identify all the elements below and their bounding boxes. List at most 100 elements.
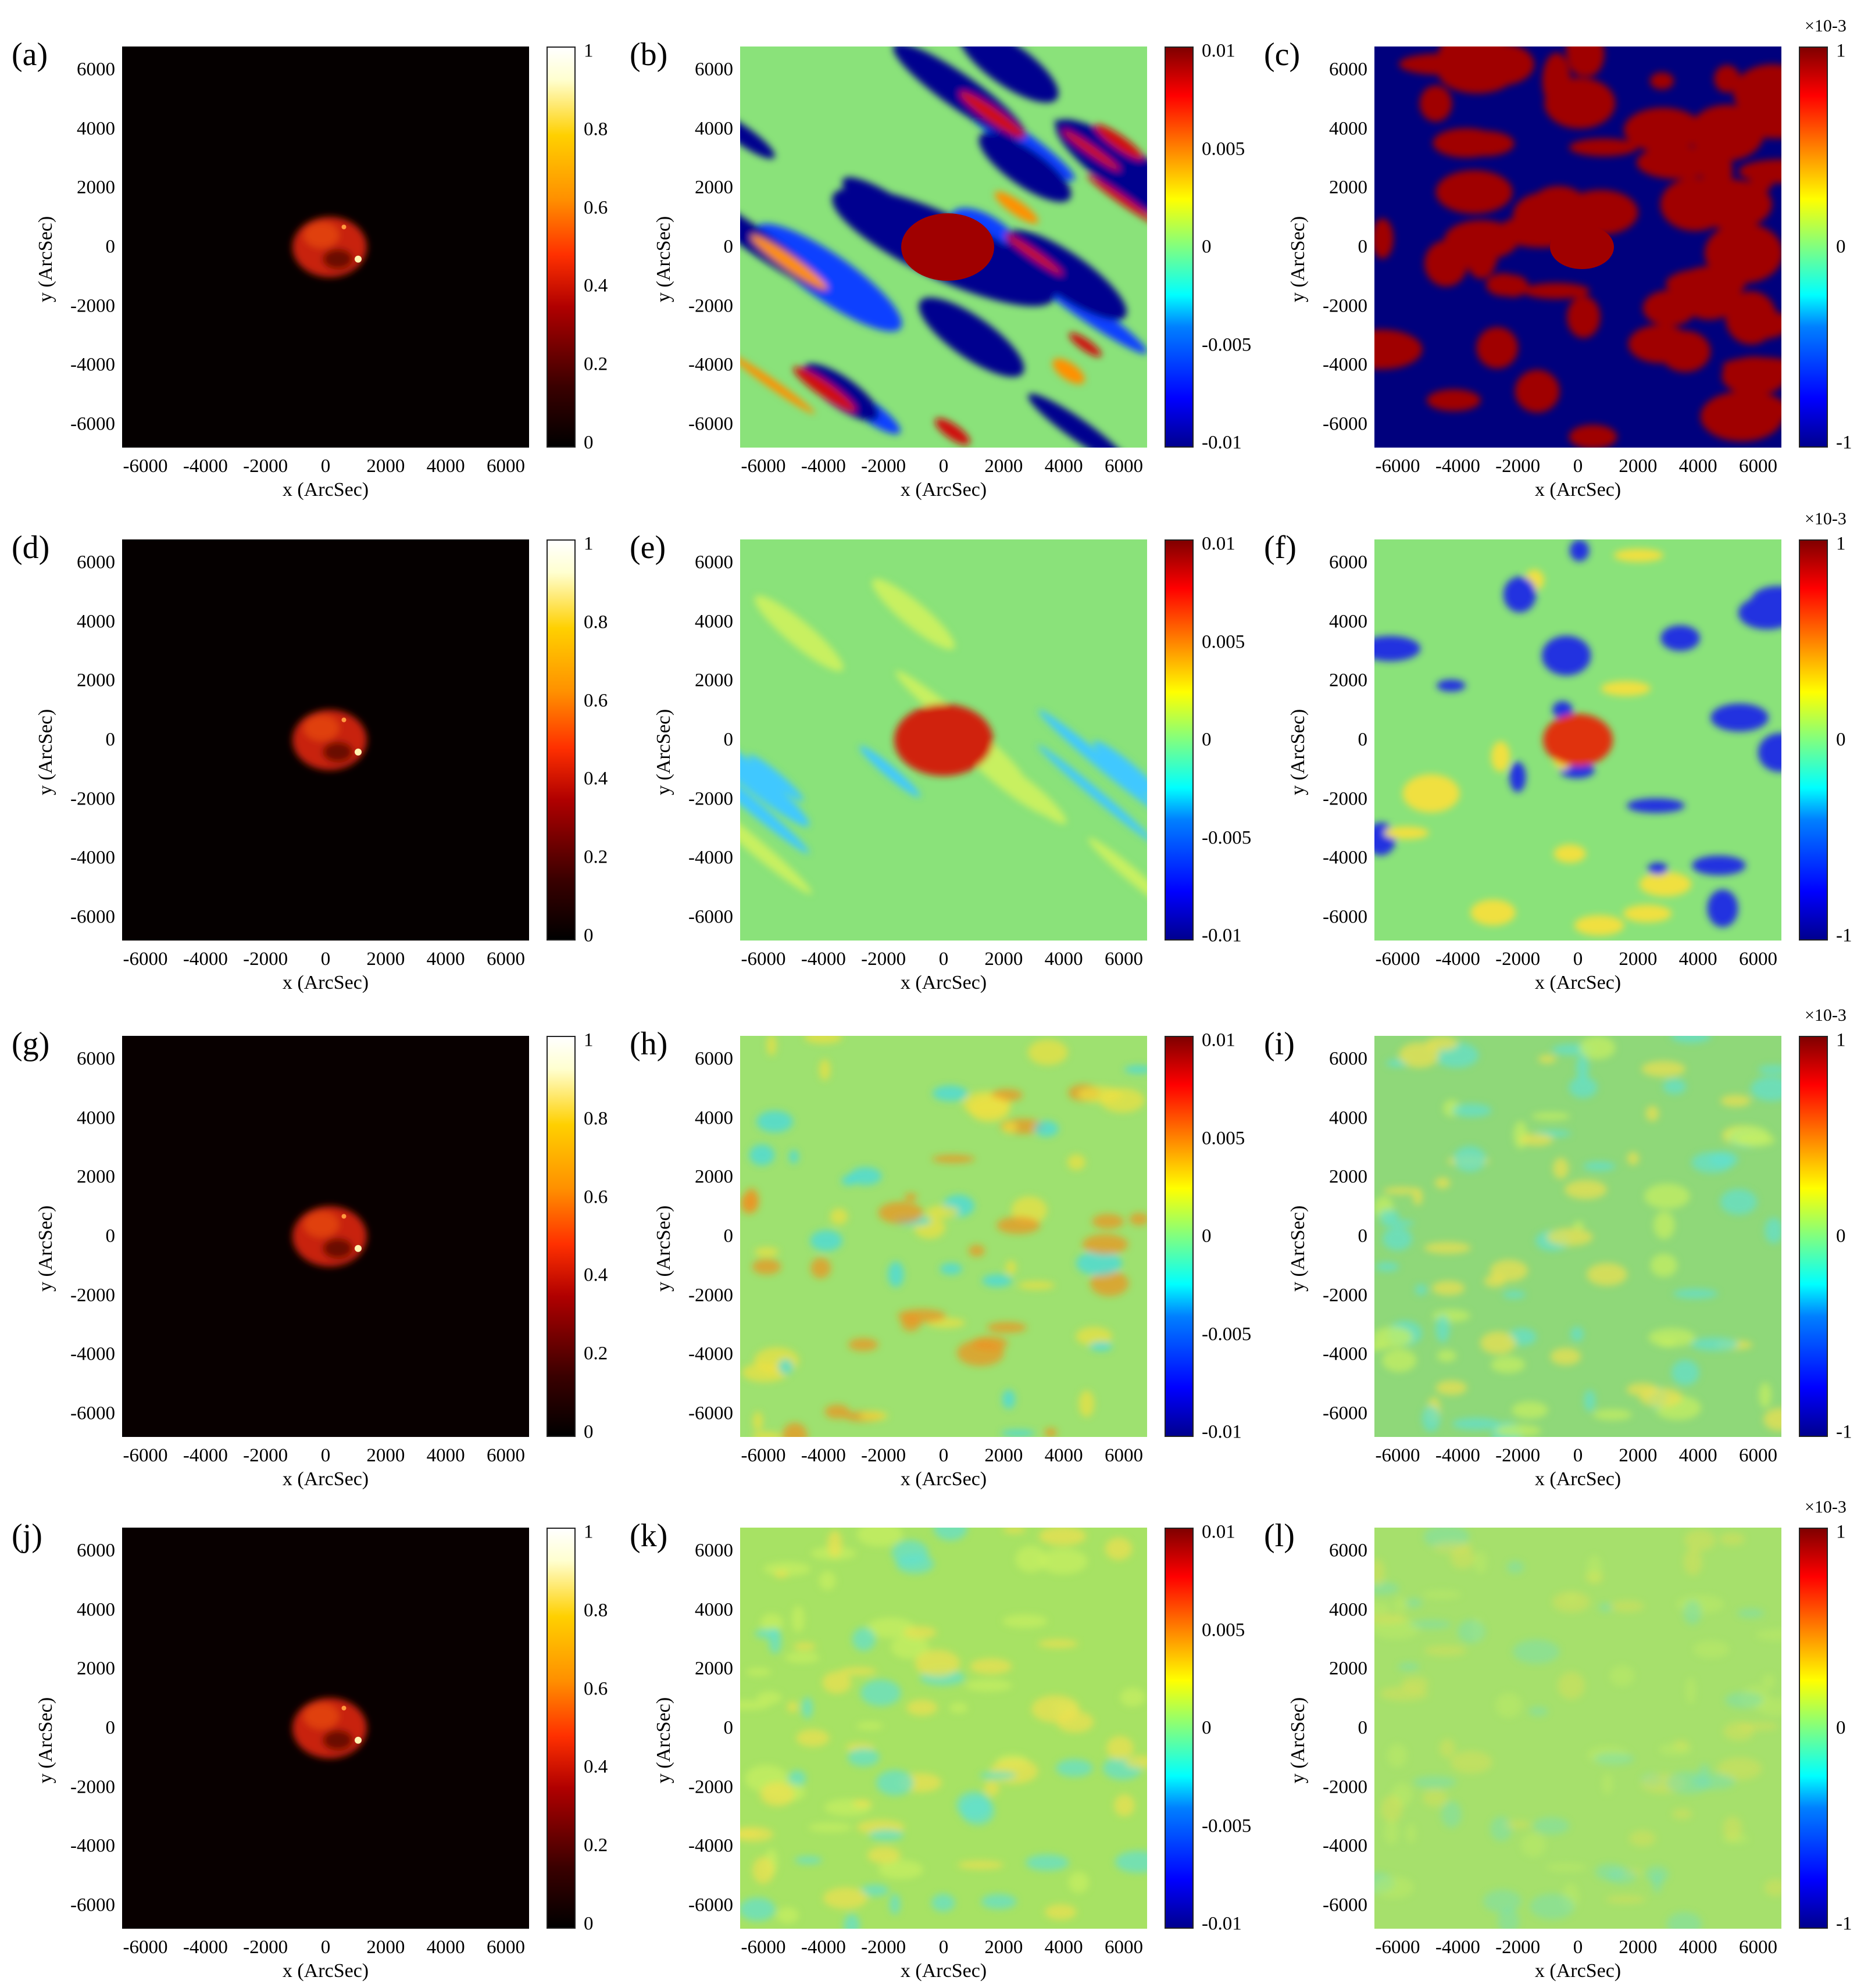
y-tick-label: -4000: [70, 847, 115, 868]
y-tick-label: -6000: [1323, 1403, 1367, 1424]
x-tick-label: 0: [320, 1937, 331, 1958]
y-tick-label: -2000: [70, 295, 115, 317]
y-axis-label: y (ArcSec): [653, 709, 674, 795]
x-tick-label: 6000: [1739, 1445, 1777, 1466]
colorbar-tick-label: 0.01: [1202, 1521, 1235, 1543]
heatmap-image: [740, 1528, 1147, 1929]
colorbar: [1799, 47, 1828, 448]
x-tick-label: -4000: [801, 456, 846, 477]
y-tick-label: 4000: [695, 1599, 733, 1621]
colorbar-tick-label: -1: [1836, 1421, 1852, 1443]
y-tick-label: 4000: [695, 1107, 733, 1129]
x-tick-label: 0: [1573, 456, 1583, 477]
colorbar: [1165, 539, 1194, 941]
panel-label: (j): [12, 1518, 42, 1554]
colorbar-tick-label: 1: [584, 533, 594, 555]
x-tick-label: 2000: [984, 1445, 1023, 1466]
x-tick-label: -6000: [1375, 456, 1420, 477]
x-tick-label: -2000: [861, 1445, 906, 1466]
colorbar-tick-label: 0.005: [1202, 1619, 1245, 1640]
x-tick-label: 4000: [1678, 1937, 1717, 1958]
x-tick-label: 4000: [426, 456, 465, 477]
y-tick-label: -4000: [688, 1343, 733, 1365]
colorbar-tick-label: 0.8: [584, 612, 608, 633]
y-tick-label: 2000: [77, 1658, 115, 1679]
x-tick-label: 6000: [1739, 456, 1777, 477]
x-tick-label: 4000: [1678, 949, 1717, 970]
panel-label: (f): [1264, 530, 1297, 566]
colorbar-tick-label: 1: [1836, 533, 1846, 555]
panel-label: (g): [12, 1026, 50, 1062]
y-tick-label: 2000: [1329, 1166, 1367, 1188]
x-tick-label: 6000: [487, 1445, 525, 1466]
x-tick-label: 0: [938, 949, 949, 970]
y-tick-label: 0: [1358, 1717, 1368, 1739]
y-tick-label: -2000: [688, 1776, 733, 1798]
x-tick-label: -6000: [741, 1937, 786, 1958]
x-tick-label: 2000: [984, 949, 1023, 970]
x-axis-label: x (ArcSec): [1534, 972, 1622, 993]
x-tick-label: -6000: [1375, 1445, 1420, 1466]
x-tick-label: 2000: [1619, 1937, 1658, 1958]
colorbar-exponent: ×10-3: [1805, 16, 1847, 35]
y-tick-label: -4000: [688, 354, 733, 376]
y-tick-label: 6000: [77, 59, 115, 80]
x-tick-label: 0: [320, 949, 331, 970]
colorbar-tick-label: 0.01: [1202, 533, 1235, 555]
x-tick-label: 4000: [1044, 1445, 1083, 1466]
colorbar-tick-label: -1: [1836, 432, 1852, 453]
y-tick-label: 0: [105, 729, 116, 750]
y-tick-label: 4000: [695, 118, 733, 140]
x-axis-label: x (ArcSec): [1534, 1960, 1622, 1982]
x-tick-label: 2000: [984, 1937, 1023, 1958]
colorbar-tick-label: -0.005: [1202, 1815, 1252, 1836]
colorbar: [547, 1036, 576, 1437]
heatmap-image: [740, 1036, 1147, 1437]
y-tick-label: -4000: [70, 1835, 115, 1857]
y-tick-label: 2000: [77, 1166, 115, 1188]
y-tick-label: -4000: [70, 354, 115, 376]
colorbar-tick-label: 0.2: [584, 1343, 608, 1364]
colorbar: [547, 539, 576, 941]
y-tick-label: -2000: [688, 1285, 733, 1306]
colorbar-tick-label: 1: [584, 40, 594, 62]
y-tick-label: 0: [105, 1225, 116, 1247]
x-tick-label: -4000: [183, 456, 228, 477]
x-tick-label: 0: [938, 456, 949, 477]
y-tick-label: -6000: [1323, 413, 1367, 435]
x-tick-label: -2000: [1495, 949, 1541, 970]
y-axis-label: y (ArcSec): [35, 1697, 56, 1783]
colorbar-tick-label: 0.8: [584, 1600, 608, 1621]
panel-label: (i): [1264, 1026, 1295, 1062]
x-tick-label: 2000: [366, 1445, 405, 1466]
x-tick-label: 0: [938, 1937, 949, 1958]
x-tick-label: 2000: [1619, 456, 1658, 477]
heatmap-image: [740, 539, 1147, 941]
colorbar-tick-label: 0.01: [1202, 1029, 1235, 1051]
y-tick-label: 4000: [1329, 611, 1367, 632]
y-tick-label: -4000: [1323, 1835, 1367, 1857]
x-tick-label: 2000: [984, 456, 1023, 477]
colorbar-tick-label: -0.005: [1202, 334, 1252, 355]
y-tick-label: 6000: [77, 552, 115, 573]
y-tick-label: 4000: [77, 118, 115, 140]
y-tick-label: -6000: [688, 413, 733, 435]
y-tick-label: 4000: [77, 611, 115, 632]
y-tick-label: 4000: [1329, 1107, 1367, 1129]
heatmap-image: [1374, 47, 1781, 448]
x-tick-label: -4000: [183, 1445, 228, 1466]
y-tick-label: -6000: [688, 906, 733, 928]
heatmap-image: [1374, 1036, 1781, 1437]
y-tick-label: 6000: [695, 1540, 733, 1561]
y-axis-label: y (ArcSec): [35, 709, 56, 795]
colorbar-tick-label: 0.005: [1202, 631, 1245, 652]
colorbar: [1165, 1528, 1194, 1929]
y-axis-label: y (ArcSec): [653, 1205, 674, 1292]
colorbar: [1799, 539, 1828, 941]
y-tick-label: 4000: [695, 611, 733, 632]
y-tick-label: 0: [1358, 236, 1368, 258]
y-tick-label: 0: [723, 236, 734, 258]
y-tick-label: 2000: [695, 177, 733, 198]
y-tick-label: 6000: [695, 1048, 733, 1070]
y-tick-label: 4000: [1329, 118, 1367, 140]
